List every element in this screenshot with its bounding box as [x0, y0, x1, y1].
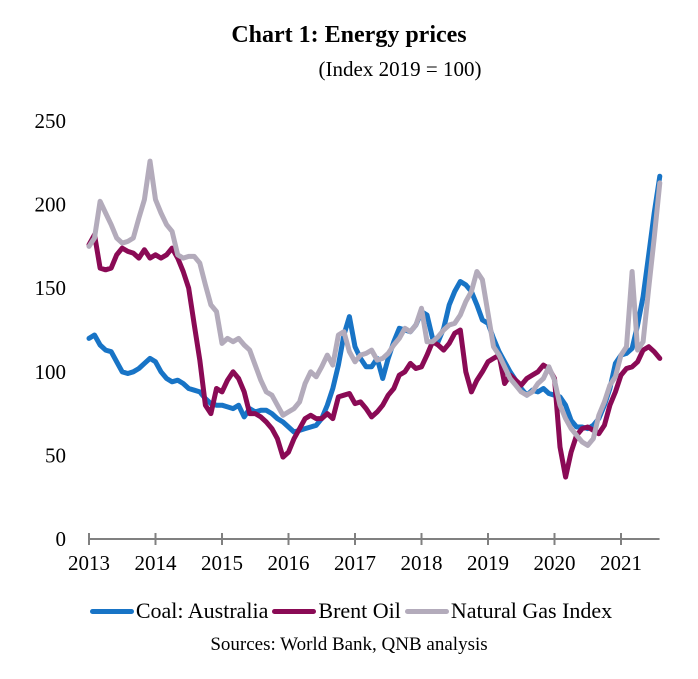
y-tick-label: 0 [56, 527, 67, 551]
legend-label-gas: Natural Gas Index [450, 598, 613, 623]
legend-swatch-gas [404, 608, 449, 614]
source-note: Sources: World Bank, QNB analysis [210, 634, 488, 655]
series-line-gas [86, 158, 663, 448]
y-axis-labels: 0 50 100 150 200 250 [35, 109, 67, 551]
legend-label-oil: Brent Oil [318, 598, 401, 623]
y-tick-label: 250 [35, 109, 67, 133]
y-tick-label: 200 [35, 193, 67, 217]
series-lines [86, 158, 663, 480]
chart-subtitle: (Index 2019 = 100) [0, 57, 698, 82]
legend: Coal: Australia Brent Oil Natural Gas In… [0, 598, 698, 624]
y-tick-label: 100 [35, 360, 67, 384]
x-tick-label: 2020 [534, 551, 576, 575]
x-tick-label: 2018 [401, 551, 443, 575]
chart-title: Chart 1: Energy prices [0, 22, 698, 49]
x-axis: 2013 2014 2015 2016 2017 2018 2019 2020 2021 [68, 533, 660, 575]
legend-item-coal: Coal: Australia [86, 598, 269, 624]
x-tick-label: 2017 [334, 551, 376, 575]
legend-swatch-oil [272, 608, 317, 614]
y-tick-label: 150 [35, 276, 67, 300]
x-tick-label: 2021 [600, 551, 642, 575]
chart-subtitle-text: (Index 2019 = 100) [318, 57, 482, 81]
x-tick-label: 2015 [201, 551, 243, 575]
legend-item-gas: Natural Gas Index [401, 598, 612, 624]
legend-item-oil: Brent Oil [268, 598, 401, 624]
x-tick-label: 2019 [467, 551, 509, 575]
x-tick-label: 2014 [135, 551, 178, 575]
legend-label-coal: Coal: Australia [135, 598, 269, 623]
series-line-oil [86, 232, 663, 480]
x-tick-label: 2013 [68, 551, 110, 575]
legend-swatch-coal [89, 608, 134, 614]
y-tick-label: 50 [45, 443, 66, 467]
chart-title-text: Chart 1: Energy prices [231, 22, 467, 48]
x-tick-label: 2016 [268, 551, 310, 575]
series-line-coal [86, 173, 663, 435]
